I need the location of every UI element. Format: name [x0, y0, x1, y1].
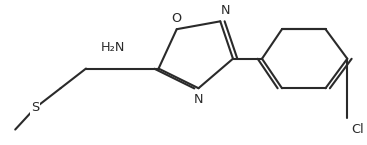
Text: S: S [31, 101, 39, 114]
Text: Cl: Cl [351, 123, 364, 136]
Text: H₂N: H₂N [101, 41, 126, 54]
Text: O: O [172, 12, 182, 25]
Text: N: N [194, 93, 203, 106]
Text: N: N [220, 4, 230, 17]
